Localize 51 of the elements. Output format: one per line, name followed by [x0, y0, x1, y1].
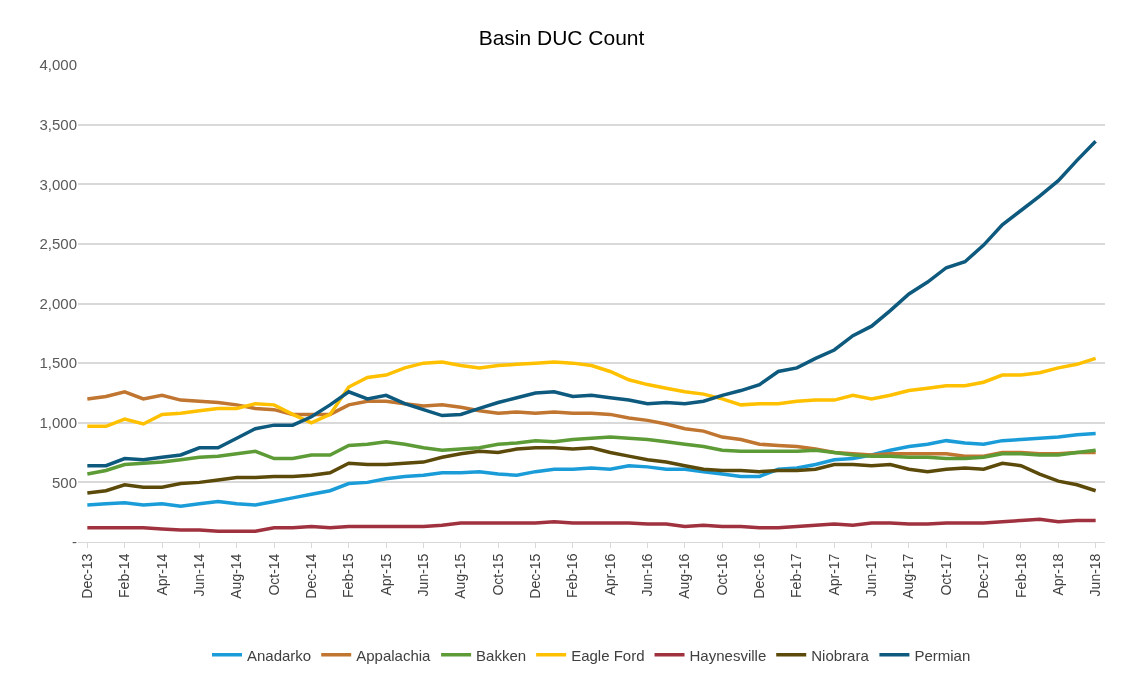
x-tick-label: Jun-18 [1087, 553, 1104, 597]
x-tick-label: Oct-15 [489, 553, 506, 596]
y-tick-label: 500 [51, 473, 77, 491]
x-tick-label: Oct-16 [713, 553, 730, 596]
line-series [85, 431, 1098, 508]
line-series [85, 139, 1098, 468]
x-tick-label: Oct-14 [265, 553, 282, 596]
legend-label: Bakken [476, 646, 527, 664]
x-tick-label: Feb-18 [1012, 553, 1029, 598]
x-tick-label: Aug-14 [228, 553, 245, 599]
x-tick-label: Feb-15 [340, 553, 357, 598]
x-tick-label: Jun-14 [190, 553, 207, 597]
line-series [85, 435, 1098, 476]
legend-label: Appalachia [356, 646, 432, 664]
legend-label: Haynesville [689, 646, 767, 664]
legend-label: Permian [914, 646, 971, 664]
y-tick-label: 2,000 [39, 294, 77, 312]
line-series [85, 517, 1098, 534]
line-series [85, 446, 1098, 495]
y-tick-label: 1,500 [39, 354, 77, 372]
x-tick-label: Dec-15 [527, 553, 544, 599]
y-tick-label: 3,000 [39, 175, 77, 193]
x-tick-label: Feb-16 [564, 553, 581, 598]
x-tick-label: Feb-17 [788, 553, 805, 598]
x-tick-label: Dec-16 [751, 553, 768, 599]
x-tick-label: Dec-13 [78, 553, 95, 599]
x-tick-label: Aug-17 [900, 553, 917, 599]
x-tick-label: Dec-14 [302, 553, 319, 599]
x-tick-label: Feb-14 [116, 553, 133, 598]
y-tick-label: 1,000 [39, 414, 77, 431]
line-series [85, 356, 1098, 429]
y-tick-label: 4,000 [39, 56, 77, 74]
x-tick-label: Apr-16 [601, 553, 618, 596]
x-tick-label: Apr-18 [1049, 553, 1066, 596]
y-tick-label: 2,500 [39, 235, 77, 253]
x-tick-label: Jun-17 [863, 553, 880, 597]
x-tick-label: Aug-15 [452, 553, 469, 599]
x-tick-label: Aug-16 [676, 553, 693, 599]
legend-label: Niobrara [811, 646, 870, 664]
x-tick-label: Apr-14 [153, 553, 170, 596]
x-tick-label: Apr-15 [377, 553, 394, 596]
y-tick-label: - [72, 533, 77, 551]
x-tick-label: Jun-15 [415, 553, 431, 597]
legend-label: Eagle Ford [571, 646, 645, 664]
x-tick-label: Apr-17 [825, 553, 842, 596]
x-tick-label: Dec-17 [975, 553, 992, 599]
x-tick-label: Jun-16 [639, 553, 656, 597]
y-tick-label: 3,500 [39, 115, 77, 133]
legend-label: Anadarko [247, 646, 312, 664]
chart-title: Basin DUC Count [478, 26, 645, 50]
x-tick-label: Oct-17 [937, 553, 954, 596]
